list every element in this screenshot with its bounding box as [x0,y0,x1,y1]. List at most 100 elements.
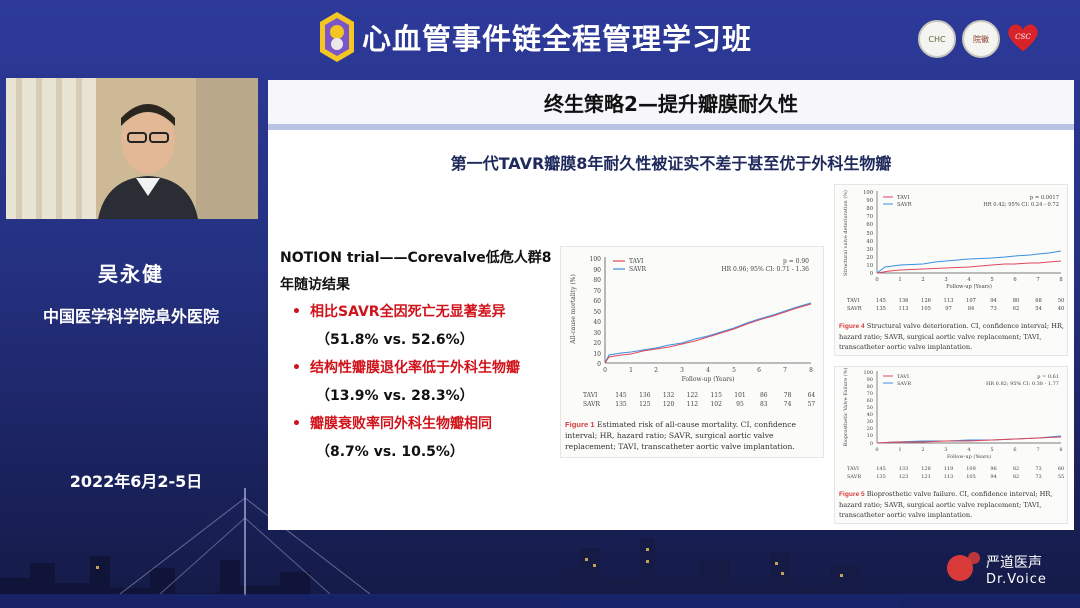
svg-text:3: 3 [680,367,684,374]
at-risk-count: 145 [876,298,886,304]
event-date: 2022年6月2-5日 [69,472,203,491]
svg-text:0: 0 [875,447,878,453]
svg-text:90: 90 [866,198,873,204]
svg-text:3: 3 [944,447,947,453]
svg-text:80: 80 [866,206,873,212]
svg-text:2: 2 [921,447,924,453]
svg-text:50: 50 [593,309,601,316]
svg-text:4: 4 [967,447,970,453]
svg-text:HR 0.42; 95% CI: 0.24 - 0.72: HR 0.42; 95% CI: 0.24 - 0.72 [983,202,1059,208]
course-logo-icon [320,12,354,62]
at-risk-count: 101 [734,392,745,399]
svg-text:p = 0.90: p = 0.90 [783,258,809,265]
svg-text:p = 0.61: p = 0.61 [1037,374,1059,380]
at-risk-count: 54 [1035,306,1042,312]
at-risk-count: 105 [921,306,931,312]
at-risk-count: 74 [784,401,792,408]
slide-subtitle: 第一代TAVR瓣膜8年耐久性被证实不差于甚至优于外科生物瓣 [450,154,892,173]
bullet-bvf-value: （8.7% vs. 10.5%） [316,444,464,460]
svg-text:0: 0 [870,271,873,277]
at-risk-count: 73 [1035,466,1041,472]
svg-text:2: 2 [654,367,658,374]
speaker-organization: 中国医学科学院阜外医院 [42,307,219,326]
figure-1-mortality: 100 90 80 70 60 50 40 30 20 10 0 0 1 2 3… [560,246,824,458]
org-badges: CHC 院徽 CSC [918,20,1040,58]
svg-text:TAVI: TAVI [847,298,859,304]
at-risk-count: 135 [876,306,886,312]
svg-text:0: 0 [603,367,607,374]
svg-text:30: 30 [866,247,873,253]
svg-text:Bioprosthetic Valve Failure (%: Bioprosthetic Valve Failure (%) [842,368,849,447]
svg-text:70: 70 [593,288,601,295]
svg-text:50: 50 [866,231,873,237]
at-risk-count: 115 [710,392,722,399]
at-risk-count: 82 [1013,474,1019,480]
at-risk-count: 96 [990,466,996,472]
at-risk-count: 135 [615,401,627,408]
figure-1-caption: Figure 1 Estimated risk of all-cause mor… [565,420,797,451]
svg-text:60: 60 [866,222,873,228]
svg-text:80: 80 [867,384,873,390]
svg-text:TAVI: TAVI [897,374,909,380]
speaker-name: 吴永健 [98,262,164,286]
at-risk-count: 112 [687,401,699,408]
at-risk-count: 86 [760,392,768,399]
top-bar: 心血管事件链全程管理学习班 CHC 院徽 CSC [0,0,1080,75]
svg-text:All-cause mortality (%): All-cause mortality (%) [570,274,577,345]
svg-text:4: 4 [706,367,710,374]
bullet-mortality: 相比SAVR全因死亡无显著差异 [288,298,568,326]
svg-text:TAVI: TAVI [583,392,598,399]
at-risk-count: 133 [899,466,909,472]
at-risk-count: 62 [1013,306,1020,312]
figure-5-caption: Figure 5 Bioprosthetic valve failure. CI… [839,490,1053,519]
svg-text:SAVR: SAVR [629,266,646,273]
chc-badge-icon: CHC [918,20,956,58]
svg-text:7: 7 [783,367,787,374]
hospital-seal-icon: 院徽 [962,20,1000,58]
svg-text:6: 6 [757,367,761,374]
svg-text:30: 30 [867,419,873,425]
at-risk-count: 64 [808,392,816,399]
svg-text:100: 100 [863,190,873,196]
at-risk-count: 73 [1035,474,1041,480]
svg-text:HR 0.96; 95% CI: 0.71 - 1.36: HR 0.96; 95% CI: 0.71 - 1.36 [721,266,809,273]
speaker-video [6,78,258,219]
bullet-mortality-value: （51.8% vs. 52.6%） [316,332,474,348]
at-risk-count: 84 [968,306,975,312]
svg-text:0: 0 [597,361,601,368]
at-risk-count: 132 [663,392,675,399]
at-risk-count: 40 [1058,306,1065,312]
at-risk-count: 123 [899,474,909,480]
svg-text:40: 40 [867,412,873,418]
at-risk-count: 68 [1035,298,1042,304]
dr-voice-logo-icon [947,552,980,581]
at-risk-count: 83 [760,401,768,408]
svg-text:10: 10 [593,351,601,358]
svg-text:40: 40 [593,319,601,326]
svg-text:4: 4 [967,277,971,283]
svg-text:70: 70 [867,391,873,397]
svg-text:100: 100 [863,370,873,376]
svg-text:50: 50 [867,405,873,411]
svg-text:SAVR: SAVR [583,401,600,408]
at-risk-count: 82 [1013,466,1019,472]
svg-text:TAVI: TAVI [629,258,644,265]
figure-1-plot: 100 90 80 70 60 50 40 30 20 10 0 0 1 2 3… [570,256,816,408]
figure-5-plot: 100 90 80 70 60 50 40 30 20 10 0 0 1 2 3… [842,368,1064,480]
at-risk-count: 122 [687,392,699,399]
svg-text:10: 10 [867,433,873,439]
slide-header [268,80,1074,124]
presentation-slide: 终生策略2—提升瓣膜耐久性 第一代TAVR瓣膜8年耐久性被证实不差于甚至优于外科… [268,80,1074,530]
svg-text:CSC: CSC [1015,32,1031,41]
svg-text:1: 1 [898,447,901,453]
svg-text:1: 1 [629,367,633,374]
svg-text:7: 7 [1036,447,1039,453]
at-risk-count: 94 [990,474,996,480]
at-risk-count: 136 [899,298,909,304]
svg-text:HR 0.82; 95% CI: 0.38 - 1.77: HR 0.82; 95% CI: 0.38 - 1.77 [986,381,1059,387]
at-risk-count: 105 [966,474,976,480]
svg-text:Follow-up (Years): Follow-up (Years) [946,283,992,290]
watermark-en: Dr.Voice [986,572,1047,587]
bullet-svd-value: （13.9% vs. 28.3%） [316,388,474,404]
figure-4-caption: Figure 4 Structural valve deterioration.… [839,322,1065,351]
